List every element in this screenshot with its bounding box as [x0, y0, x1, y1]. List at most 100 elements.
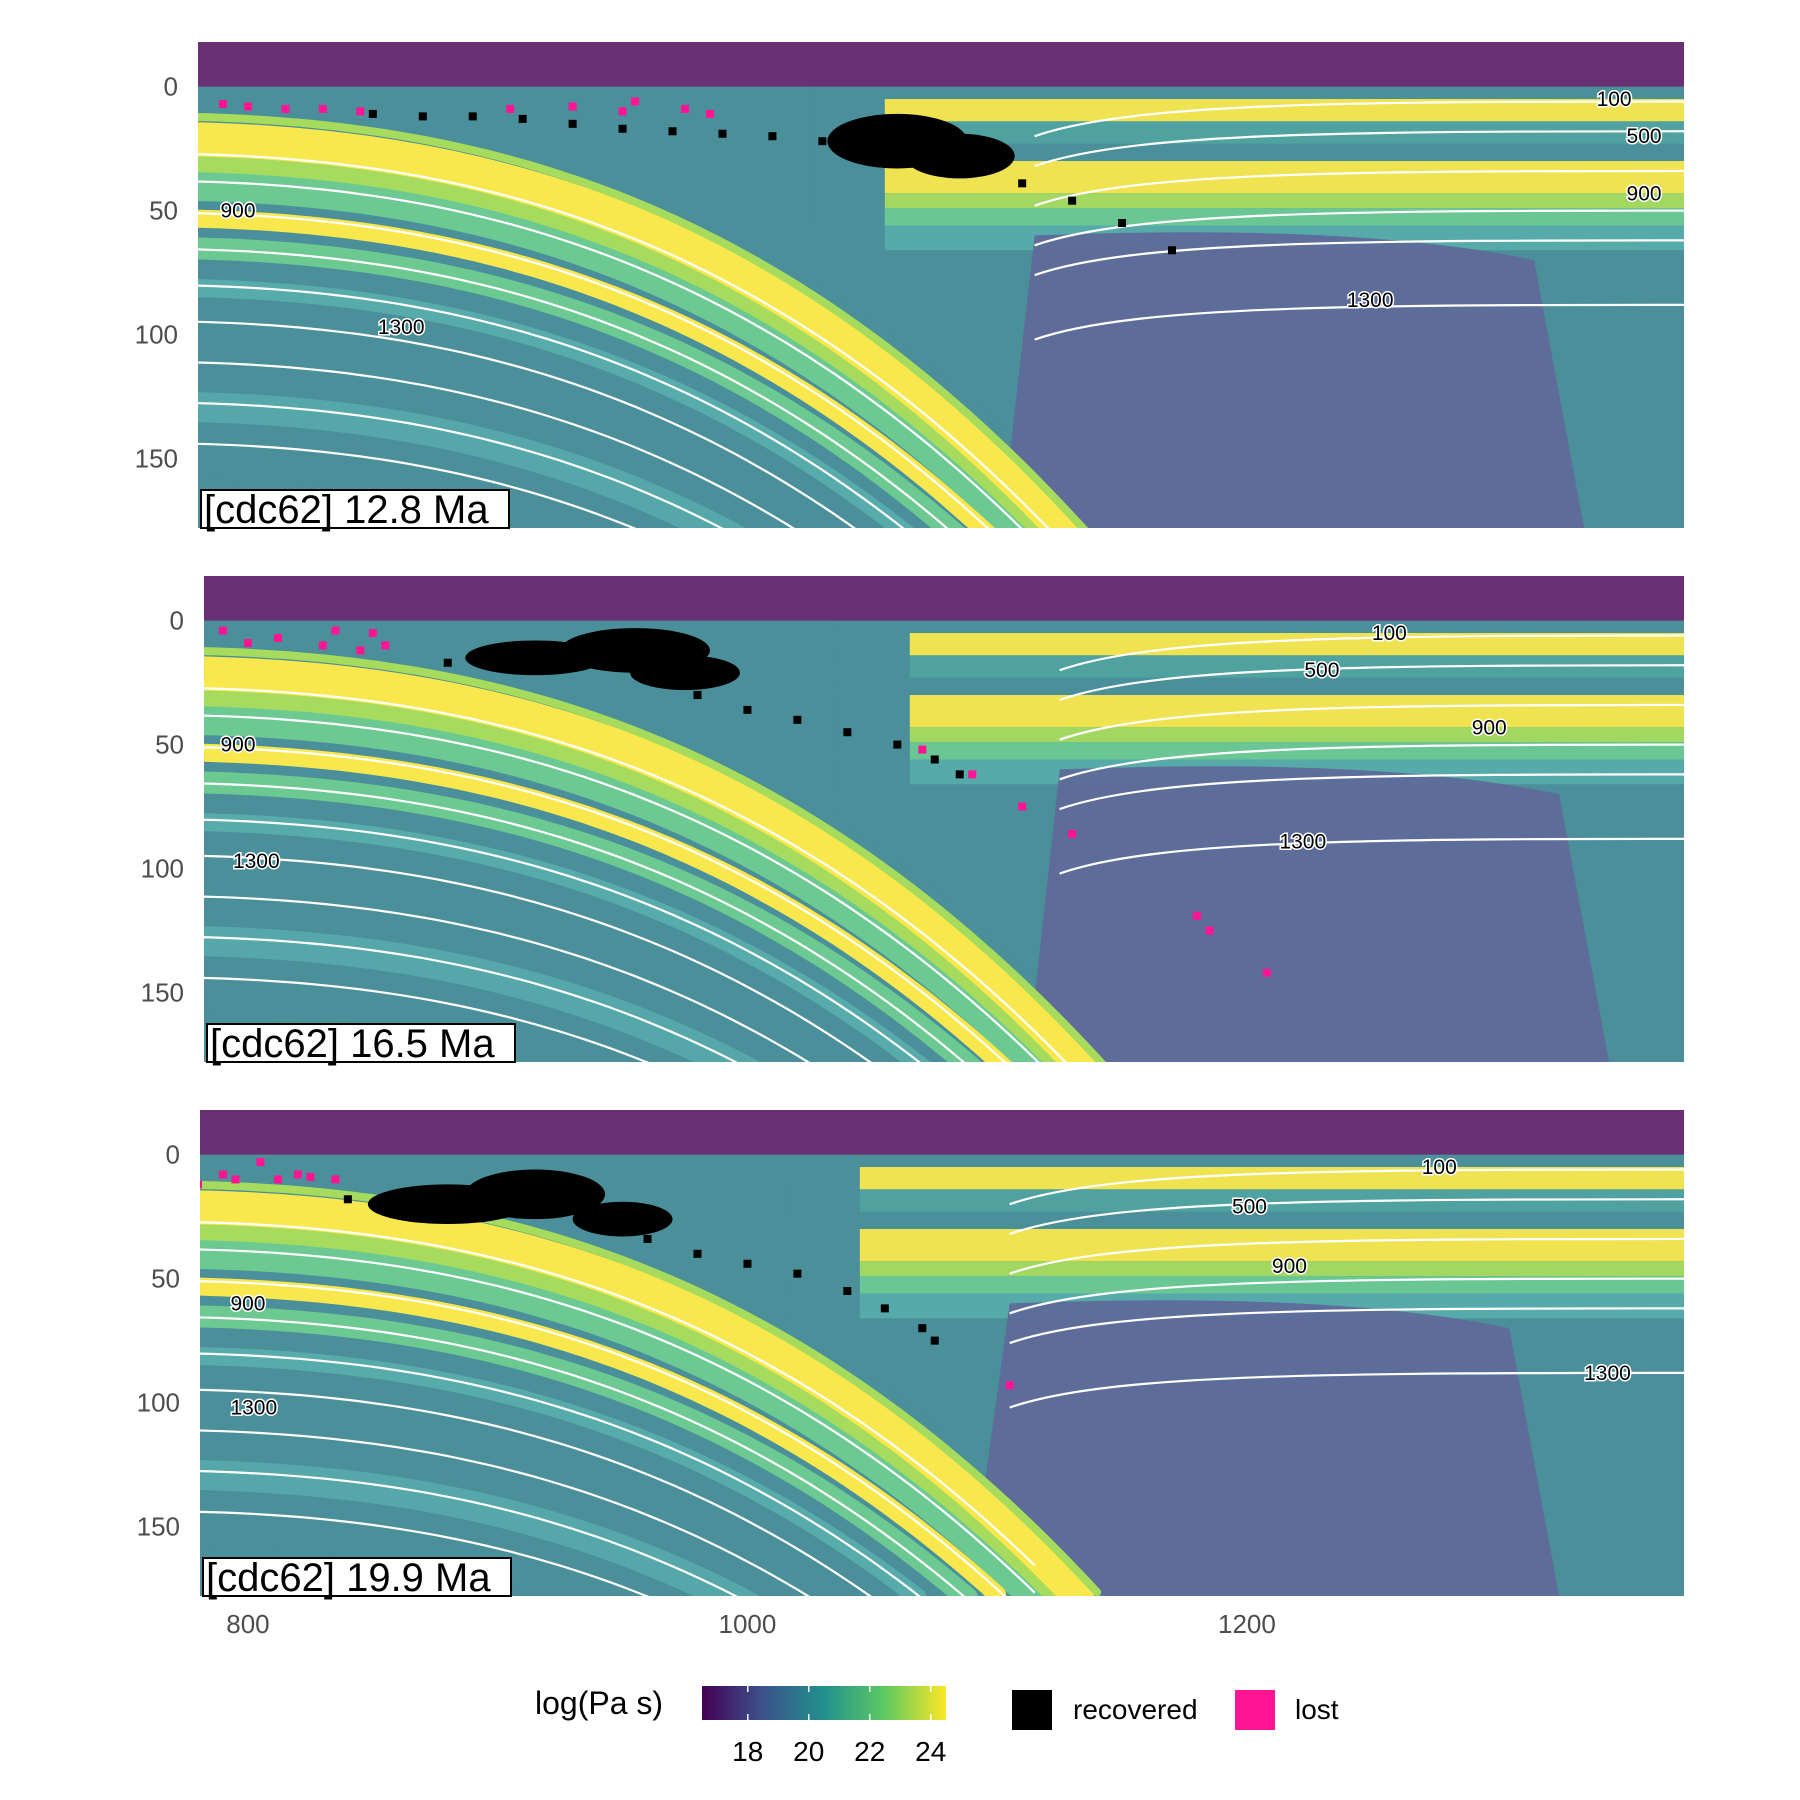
recovered-point [668, 127, 677, 136]
sticky-air [204, 576, 1684, 621]
isotherm-line [204, 687, 1067, 1062]
isotherm-line [1059, 664, 1684, 702]
isotherm-label: 1300 [1279, 830, 1326, 853]
recovered-point [1118, 219, 1127, 228]
slab-layer [204, 647, 1107, 1062]
isotherm-line [204, 746, 1007, 1062]
colorbar-tick-label: 24 [915, 1736, 946, 1767]
mantle-wedge [1034, 766, 1610, 1062]
sticky-air [200, 1110, 1684, 1155]
colorbar-tick-label: 18 [732, 1736, 763, 1767]
lost-point [618, 107, 627, 116]
isotherm-line [198, 402, 724, 528]
facet-panel: 100 500 900 900 1300 1300 [198, 42, 1684, 528]
slab-layer [204, 656, 1104, 1062]
lost-point [356, 107, 365, 116]
lost-point [189, 1156, 197, 1164]
mantle-wedge [1009, 232, 1585, 528]
isotherm-line [204, 818, 921, 1062]
slab-layer [204, 743, 1012, 1062]
isotherm-line [1009, 1371, 1684, 1409]
recovered-point [643, 1234, 652, 1243]
colorbar-title: log(Pa s) [535, 1685, 663, 1721]
isotherm-label: 100 [1597, 88, 1632, 111]
isotherm-label: 1300 [1347, 289, 1394, 312]
isotherm-line [1034, 239, 1684, 277]
y-tick-label: 0 [164, 72, 178, 102]
slab-layer [200, 1234, 1054, 1596]
isotherm-line [1059, 773, 1684, 811]
plate-layer [859, 1261, 1684, 1277]
recovered-cluster [465, 1169, 606, 1220]
isotherm-line [1009, 1277, 1684, 1315]
isotherm-line [204, 936, 738, 1062]
recovered-point [893, 740, 902, 749]
slab-layer [198, 209, 995, 528]
viscosity-band [198, 392, 746, 528]
isotherm-label: 500 [1232, 1196, 1267, 1219]
isotherm-line [1009, 1237, 1684, 1275]
viscosity-band [200, 1460, 761, 1596]
slab-layer [200, 1181, 1102, 1596]
recovered-point [868, 142, 877, 151]
recovered-point [418, 112, 427, 121]
isotherm-line [204, 976, 650, 1062]
legend-entry-label: lost [1295, 1694, 1339, 1725]
lost-point [293, 1170, 302, 1179]
isotherm-line [1059, 837, 1684, 875]
isotherm-line [200, 1429, 811, 1596]
isotherm-label: 900 [220, 734, 255, 757]
isotherm-line [200, 1316, 966, 1596]
recovered-point [880, 1304, 889, 1313]
lost-point [231, 1175, 240, 1184]
facet-tag: [cdc62] 19.9 Ma [202, 1556, 512, 1600]
lost-point [318, 641, 327, 650]
colorbar-tick-label: 22 [854, 1736, 885, 1767]
lost-point [194, 632, 202, 640]
recovered-point [955, 770, 964, 779]
lost-point [306, 1172, 315, 1181]
plate-layer [884, 193, 1684, 209]
lost-point [918, 745, 927, 754]
isotherm-line [1059, 634, 1684, 672]
lost-point [968, 770, 977, 779]
lost-point [218, 626, 227, 635]
isotherm-line [200, 1510, 650, 1596]
lost-point [243, 102, 252, 111]
isotherm-line [204, 854, 872, 1062]
isotherm-line [1009, 1168, 1684, 1206]
isotherm-label: 500 [1304, 659, 1339, 682]
lost-point [331, 626, 340, 635]
isotherm-label: 1300 [1584, 1362, 1631, 1385]
slab-layer [198, 279, 915, 528]
recovered-point [368, 109, 377, 118]
lost-point [218, 1170, 227, 1179]
facet-panel: 100 500 900 900 1300 1300 [189, 1110, 1684, 1596]
recovered-point [343, 1195, 352, 1204]
lost-point [256, 1158, 265, 1167]
lost-point [243, 638, 252, 647]
slab-layer [200, 1277, 1007, 1596]
recovered-point [793, 1269, 802, 1278]
isotherm-label: 1300 [378, 316, 425, 339]
legend: log(Pa s) 18 20 22 24 recovered lost [535, 1685, 1339, 1767]
y-tick-label: 0 [170, 606, 184, 636]
recovered-cluster [572, 1201, 673, 1237]
isotherm-line [198, 361, 795, 528]
isotherm-label: 1300 [233, 850, 280, 873]
isotherm-line [1034, 169, 1684, 207]
recovered-point [1068, 196, 1077, 205]
lost-point [705, 109, 714, 118]
facet-tag: [cdc62] 16.5 Ma [206, 1022, 516, 1066]
y-tick-label: 150 [141, 978, 184, 1008]
isotherm-label: 500 [1627, 125, 1662, 148]
facet-tag: [cdc62] 12.8 Ma [200, 488, 510, 532]
isotherm-label: 100 [1372, 622, 1407, 645]
y-tick-label: 50 [149, 196, 178, 226]
recovered-point [843, 1287, 852, 1296]
recovered-point [506, 658, 515, 667]
y-tick-label: 0 [166, 1140, 180, 1170]
lost-point [1205, 926, 1214, 935]
x-tick-label: 1200 [1218, 1609, 1276, 1639]
